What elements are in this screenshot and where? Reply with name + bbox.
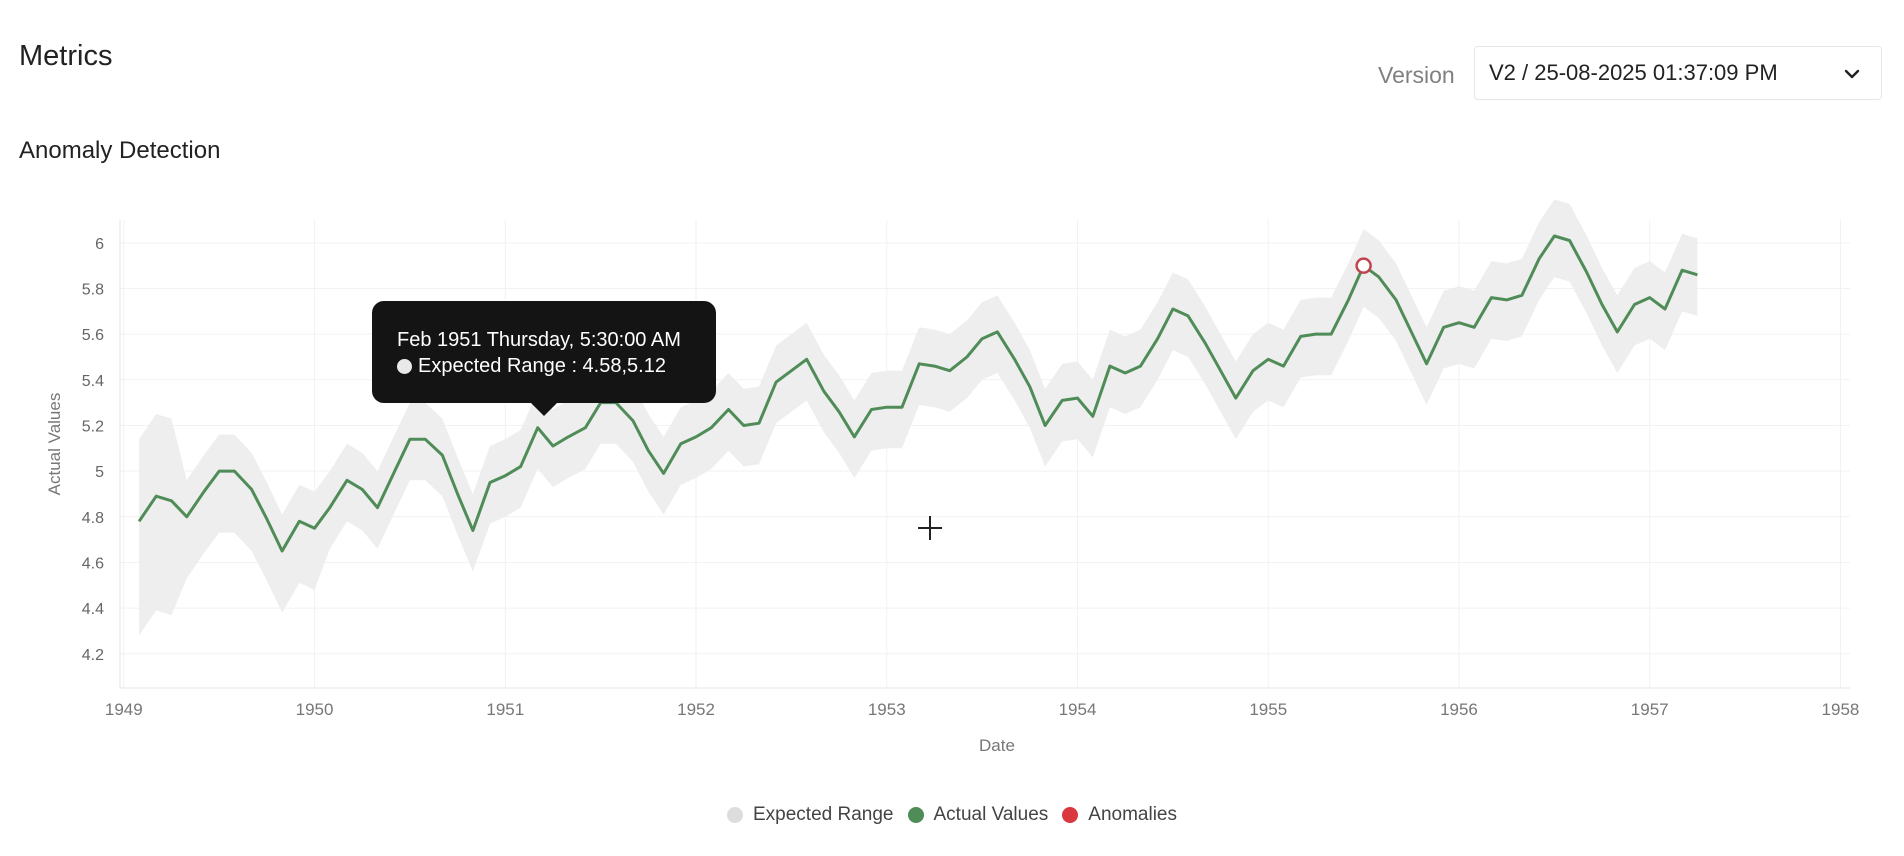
y-tick-label: 5.2 <box>82 418 104 435</box>
page-title: Metrics <box>19 40 113 72</box>
y-tick-label: 5.6 <box>82 327 104 344</box>
tooltip-row: Expected Range : 4.58,5.12 <box>397 353 716 379</box>
anomaly-chart: 4.2 4.4 4.6 4.8 5 5.2 5.4 5.6 5.8 6 1949 1950 1951 19… <box>45 200 1860 755</box>
chart-tooltip: Feb 1951 Thursday, 5:30:00 AM Expected R… <box>372 301 716 416</box>
y-tick-label: 4.8 <box>82 510 104 527</box>
x-tick-label: 1952 <box>677 700 715 719</box>
actual-values-line <box>137 234 1698 553</box>
tooltip-value: Expected Range : 4.58,5.12 <box>418 355 666 377</box>
y-tick-label: 5.4 <box>82 373 104 390</box>
x-tick-label: 1957 <box>1631 700 1669 719</box>
legend-item-anomalies[interactable]: Anomalies <box>1062 804 1177 826</box>
legend-label-actual-values: Actual Values <box>933 804 1049 825</box>
x-tick-label: 1951 <box>486 700 524 719</box>
version-label: Version <box>1378 62 1455 88</box>
x-axis-title: Date <box>979 736 1015 755</box>
legend-label-expected-range: Expected Range <box>753 804 894 825</box>
chart-legend: Expected Range Actual Values Anomalies <box>0 804 1904 826</box>
legend-item-expected-range[interactable]: Expected Range <box>727 804 894 826</box>
y-axis-title: Actual Values <box>45 393 64 496</box>
x-tick-label: 1950 <box>296 700 334 719</box>
version-select[interactable]: V2 / 25-08-2025 01:37:09 PM <box>1474 46 1882 100</box>
tooltip-title: Feb 1951 Thursday, 5:30:00 AM <box>397 329 681 351</box>
y-tick-label: 4.4 <box>82 601 104 618</box>
legend-swatch-actual-values <box>907 807 924 823</box>
legend-label-anomalies: Anomalies <box>1088 804 1177 825</box>
x-tick-label: 1954 <box>1059 700 1097 719</box>
y-tick-label: 6 <box>95 236 104 253</box>
y-tick-label: 5.8 <box>82 281 104 298</box>
x-tick-label: 1955 <box>1249 700 1287 719</box>
x-tick-label: 1949 <box>105 700 143 719</box>
x-tick-label: 1953 <box>868 700 906 719</box>
version-value: V2 / 25-08-2025 01:37:09 PM <box>1489 60 1778 85</box>
legend-swatch-expected-range <box>727 807 743 823</box>
anomaly-point <box>1355 257 1372 274</box>
x-tick-label: 1958 <box>1822 700 1860 719</box>
chevron-down-icon <box>1843 65 1861 88</box>
tooltip-dot <box>397 358 412 374</box>
crosshair-cursor-icon <box>918 516 942 540</box>
legend-swatch-anomalies <box>1062 807 1079 823</box>
y-tick-label: 4.2 <box>82 647 104 664</box>
y-tick-label: 4.6 <box>82 555 104 572</box>
y-tick-label: 5 <box>95 464 104 481</box>
section-title: Anomaly Detection <box>19 137 221 164</box>
x-tick-label: 1956 <box>1440 700 1478 719</box>
expected-range-band <box>139 200 1698 636</box>
legend-item-actual-values[interactable]: Actual Values <box>907 804 1049 826</box>
